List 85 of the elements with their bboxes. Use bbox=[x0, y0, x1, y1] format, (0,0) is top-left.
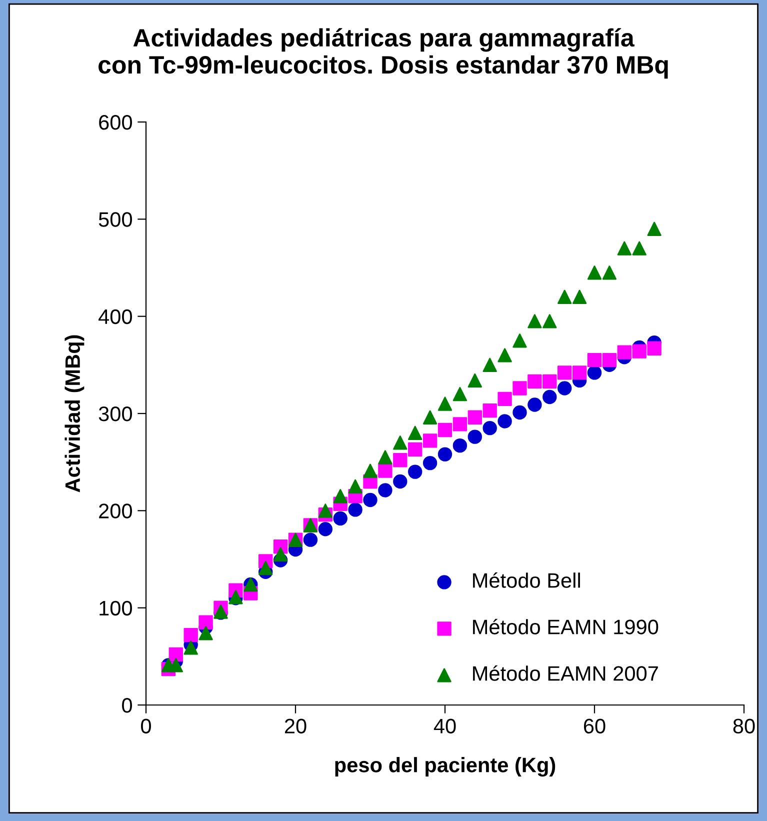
point bbox=[393, 436, 408, 450]
legend-label: Método EAMN 2007 bbox=[473, 665, 658, 681]
point bbox=[528, 398, 542, 412]
point bbox=[468, 430, 482, 444]
point bbox=[452, 438, 468, 453]
point bbox=[498, 348, 512, 362]
point bbox=[348, 479, 362, 494]
point bbox=[542, 390, 557, 404]
y-axis-title: Actividad (MBq) bbox=[64, 335, 84, 492]
x-tick-label: 20 bbox=[284, 718, 306, 734]
x-tick-label: 60 bbox=[584, 718, 606, 734]
y-tick-label: 200 bbox=[99, 504, 132, 518]
point bbox=[198, 615, 213, 630]
point bbox=[318, 504, 332, 518]
point bbox=[393, 453, 408, 468]
point bbox=[602, 352, 617, 368]
point bbox=[498, 414, 512, 428]
x-tick-label: 80 bbox=[733, 718, 755, 734]
point bbox=[393, 474, 408, 489]
y-tick-label: 500 bbox=[98, 212, 132, 227]
legend-label: Método EAMN 1990 bbox=[473, 618, 658, 634]
point bbox=[363, 464, 378, 478]
point bbox=[438, 447, 452, 462]
point bbox=[482, 420, 497, 436]
y-tick-label: 600 bbox=[99, 115, 132, 130]
point bbox=[482, 403, 497, 418]
point bbox=[632, 241, 646, 256]
point bbox=[558, 381, 572, 396]
y-tick-label: 0 bbox=[122, 698, 132, 713]
point bbox=[378, 450, 392, 464]
point bbox=[587, 266, 602, 280]
point bbox=[184, 628, 198, 642]
point bbox=[647, 341, 662, 356]
point bbox=[617, 241, 632, 256]
point bbox=[452, 417, 468, 432]
point bbox=[438, 422, 452, 438]
point bbox=[587, 352, 602, 368]
point bbox=[587, 366, 602, 380]
point bbox=[452, 386, 468, 402]
point bbox=[512, 405, 527, 420]
point bbox=[632, 344, 646, 358]
point bbox=[363, 492, 378, 508]
point bbox=[333, 511, 348, 526]
point bbox=[378, 483, 392, 498]
point bbox=[422, 410, 438, 424]
point bbox=[512, 334, 527, 348]
point bbox=[647, 222, 662, 236]
x-axis-title: peso del paciente (Kg) bbox=[335, 757, 556, 777]
point bbox=[602, 266, 617, 280]
point bbox=[318, 522, 332, 536]
point bbox=[468, 373, 482, 388]
point bbox=[408, 426, 422, 440]
y-tick-label: 400 bbox=[98, 309, 132, 324]
point bbox=[617, 345, 632, 360]
point bbox=[378, 464, 392, 478]
y-tick-label: 300 bbox=[98, 406, 132, 422]
point bbox=[422, 456, 438, 470]
point bbox=[512, 381, 527, 396]
point bbox=[528, 314, 542, 328]
point bbox=[408, 464, 422, 479]
point bbox=[528, 374, 542, 389]
point bbox=[333, 488, 348, 504]
legend-label: Método Bell bbox=[473, 572, 580, 588]
point bbox=[258, 560, 273, 576]
point bbox=[303, 532, 318, 547]
y-tick-label: 100 bbox=[100, 600, 132, 616]
point bbox=[558, 366, 572, 380]
point bbox=[482, 358, 497, 372]
point bbox=[572, 290, 587, 304]
point bbox=[558, 290, 572, 304]
point bbox=[348, 502, 362, 517]
point bbox=[198, 626, 213, 640]
point bbox=[498, 392, 512, 406]
point bbox=[273, 547, 288, 562]
x-tick-label: 0 bbox=[141, 718, 151, 734]
point bbox=[542, 314, 557, 328]
point bbox=[422, 434, 438, 448]
x-tick-label: 40 bbox=[434, 718, 456, 734]
point bbox=[184, 640, 198, 655]
point bbox=[542, 374, 557, 389]
point bbox=[438, 396, 452, 411]
chart-title: Actividades pediátricas para gammagrafía con Tc-99m-leucocitos. Dosis estandar 370 MBq bbox=[98, 28, 668, 79]
point bbox=[572, 366, 587, 380]
point bbox=[468, 410, 482, 424]
point bbox=[408, 442, 422, 457]
